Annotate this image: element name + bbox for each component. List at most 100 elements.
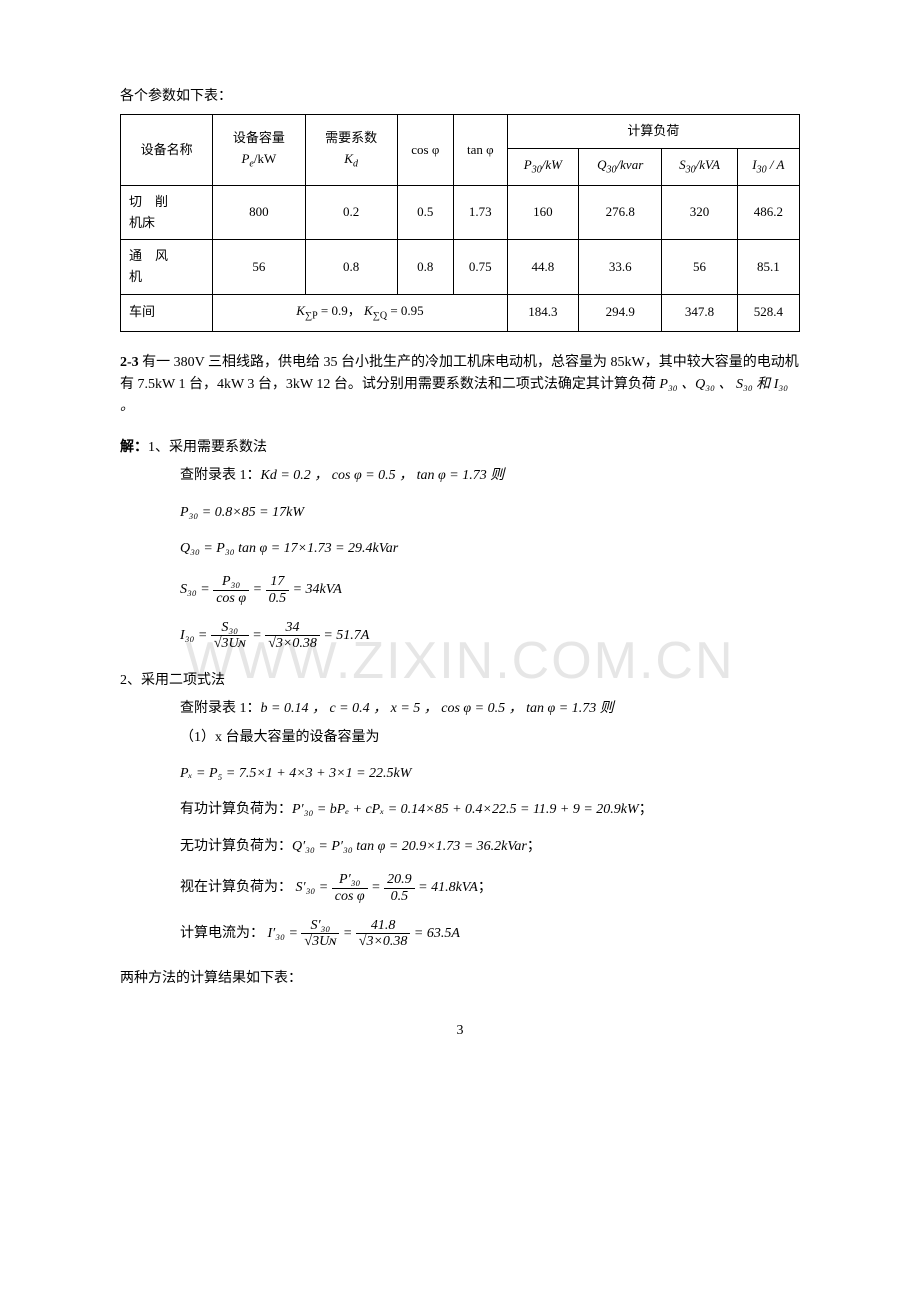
- row3-q30: 294.9: [579, 294, 662, 331]
- s30-sub: 30: [686, 165, 696, 176]
- m2-apparent: 视在计算负荷为： S′₃₀ = P′₃₀cos φ = 20.90.5 = 41…: [180, 872, 800, 904]
- row1-p30: 160: [507, 185, 578, 240]
- th-i30: I30 / A: [737, 149, 799, 186]
- parameters-table: 设备名称 设备容量 Pe/kW 需要系数 Kd cos φ tan φ 计算负荷…: [120, 114, 800, 331]
- m2-lookup-label: 查附录表 1：: [180, 701, 261, 716]
- q30-sub: 30: [607, 165, 617, 176]
- closing-para: 两种方法的计算结果如下表：: [120, 968, 800, 990]
- i30-sub: 30: [757, 165, 767, 176]
- row1-q30: 276.8: [579, 185, 662, 240]
- eq-p30: P₃₀ = 0.8×85 = 17kW: [180, 502, 800, 524]
- th-tan: tan φ: [453, 115, 507, 185]
- row2-p30: 44.8: [507, 240, 578, 295]
- i30-unit: / A: [767, 157, 785, 172]
- un: Uɴ: [229, 636, 246, 651]
- th-q30: Q30/kvar: [579, 149, 662, 186]
- kd-sub: d: [353, 158, 358, 169]
- s30-f1d: cos φ: [213, 591, 249, 606]
- m2-title: 2、采用二项式法: [120, 670, 800, 692]
- table-row: 通 风机 56 0.8 0.8 0.75 44.8 33.6 56 85.1: [121, 240, 800, 295]
- cos-label: cos φ: [411, 142, 439, 157]
- i30-f2d: √3×0.38: [265, 636, 320, 651]
- row3-i30: 528.4: [737, 294, 799, 331]
- th-calc: 计算负荷: [507, 115, 799, 149]
- sqrtc: √: [304, 934, 312, 949]
- m2-eq3: Q′₃₀ = P′₃₀ tan φ = 20.9×1.73 = 36.2kVar: [292, 839, 527, 854]
- n1b: 削: [155, 194, 168, 209]
- row2-pe: 56: [213, 240, 305, 295]
- row2-s30: 56: [662, 240, 737, 295]
- m1-title: 1、采用需要系数法: [148, 440, 267, 455]
- ksq-sub: ∑Q: [373, 311, 387, 322]
- m1-lookup-vals: Kd = 0.2 ， cos φ = 0.5 ， tan φ = 1.73 则: [261, 468, 505, 483]
- m1-lookup: 查附录表 1：Kd = 0.2 ， cos φ = 0.5 ， tan φ = …: [180, 465, 800, 487]
- th-pe: 设备容量 Pe/kW: [213, 115, 305, 185]
- m2-s4-end: ；: [478, 880, 492, 895]
- i30-rhs: = 51.7A: [323, 628, 369, 643]
- unc: Uɴ: [319, 934, 336, 949]
- m2-current: 计算电流为： I′₃₀ = S′₃₀√3Uɴ = 41.8√3×0.38 = 6…: [180, 918, 800, 950]
- th-kd: 需要系数 Kd: [305, 115, 397, 185]
- m1-lookup-label: 查附录表 1：: [180, 468, 261, 483]
- eq-q30: Q₃₀ = P₃₀ tan φ = 17×1.73 = 29.4kVar: [180, 538, 800, 560]
- s30-f2d: 0.5: [266, 591, 290, 606]
- i30-f1n: S₃₀: [211, 620, 249, 636]
- eq-s30: S₃₀ = P₃₀cos φ = 170.5 = 34kVA: [180, 574, 800, 606]
- m2-s2-label: 有功计算负荷为：: [180, 802, 292, 817]
- m2-eq5-lhs: I′₃₀ =: [268, 926, 302, 941]
- th-kd-label: 需要系数: [325, 130, 377, 145]
- m2-eq4-f1d: cos φ: [332, 889, 368, 904]
- page-number: 3: [120, 1020, 800, 1042]
- th-p30: P30/kW: [507, 149, 578, 186]
- m2-lookup-vals: b = 0.14 ， c = 0.4 ， x = 5 ， cos φ = 0.5…: [261, 701, 614, 716]
- row1-pe: 800: [213, 185, 305, 240]
- row3-merged: K∑P = 0.9， K∑Q = 0.95: [213, 294, 507, 331]
- m2-eq4-f2n: 20.9: [384, 872, 415, 888]
- problem-2-3: 2-3 有一 380V 三相线路，供电给 35 台小批生产的冷加工机床电动机，总…: [120, 352, 800, 419]
- sqrt3b: 3: [276, 636, 283, 651]
- ksq-sym: K: [364, 303, 373, 318]
- ksp-sub: ∑P: [305, 311, 318, 322]
- row2-kd: 0.8: [305, 240, 397, 295]
- n2b: 风: [155, 248, 168, 263]
- row2-q30: 33.6: [579, 240, 662, 295]
- row1-name: 切 削机床: [121, 185, 213, 240]
- solution-header: 解：1、采用需要系数法: [120, 437, 800, 459]
- sqrt3: 3: [222, 636, 229, 651]
- i30-f2n: 34: [265, 620, 320, 636]
- eq-sep: =: [252, 628, 265, 643]
- m2-active: 有功计算负荷为：P′₃₀ = bPₑ + cPₓ = 0.14×85 + 0.4…: [180, 799, 800, 821]
- row2-cos: 0.8: [397, 240, 453, 295]
- m2-eq4-f2d: 0.5: [384, 889, 415, 904]
- m2-lookup: 查附录表 1：b = 0.14 ， c = 0.4 ， x = 5 ， cos …: [180, 698, 800, 720]
- eq-px: Pₓ = P₅ = 7.5×1 + 4×3 + 3×1 = 22.5kW: [180, 763, 800, 785]
- s30-lhs: S₃₀ =: [180, 582, 213, 597]
- row2-name: 通 风机: [121, 240, 213, 295]
- eq-sep: =: [371, 880, 384, 895]
- ksep: ，: [348, 303, 361, 318]
- row3-name: 车间: [121, 294, 213, 331]
- p30-sym: P: [524, 157, 532, 172]
- m2-eq4-f1n: P′₃₀: [332, 872, 368, 888]
- row2-i30: 85.1: [737, 240, 799, 295]
- q30-unit: /kvar: [617, 157, 644, 172]
- ksp-sym: K: [296, 303, 305, 318]
- i30-lhs: I₃₀ =: [180, 628, 211, 643]
- s30-rhs: = 34kVA: [293, 582, 342, 597]
- pe-unit: /kW: [254, 151, 276, 166]
- th-pe-label: 设备容量: [233, 130, 285, 145]
- s30-f1n: P₃₀: [213, 574, 249, 590]
- m2-reactive: 无功计算负荷为：Q′₃₀ = P′₃₀ tan φ = 20.9×1.73 = …: [180, 836, 800, 858]
- row1-tan: 1.73: [453, 185, 507, 240]
- sqrt2: √: [268, 636, 276, 651]
- table-row: 车间 K∑P = 0.9， K∑Q = 0.95 184.3 294.9 347…: [121, 294, 800, 331]
- p30-unit: /kW: [542, 157, 562, 172]
- m2-eq4-lhs: S′₃₀ =: [296, 880, 332, 895]
- m2-step1: （1）x 台最大容量的设备容量为: [180, 727, 800, 749]
- s30-f2n: 17: [266, 574, 290, 590]
- table-header-row-1: 设备名称 设备容量 Pe/kW 需要系数 Kd cos φ tan φ 计算负荷: [121, 115, 800, 149]
- row1-cos: 0.5: [397, 185, 453, 240]
- ksp-val: = 0.9: [318, 303, 348, 318]
- ksq-val: = 0.95: [387, 303, 424, 318]
- sqrt: √: [214, 636, 222, 651]
